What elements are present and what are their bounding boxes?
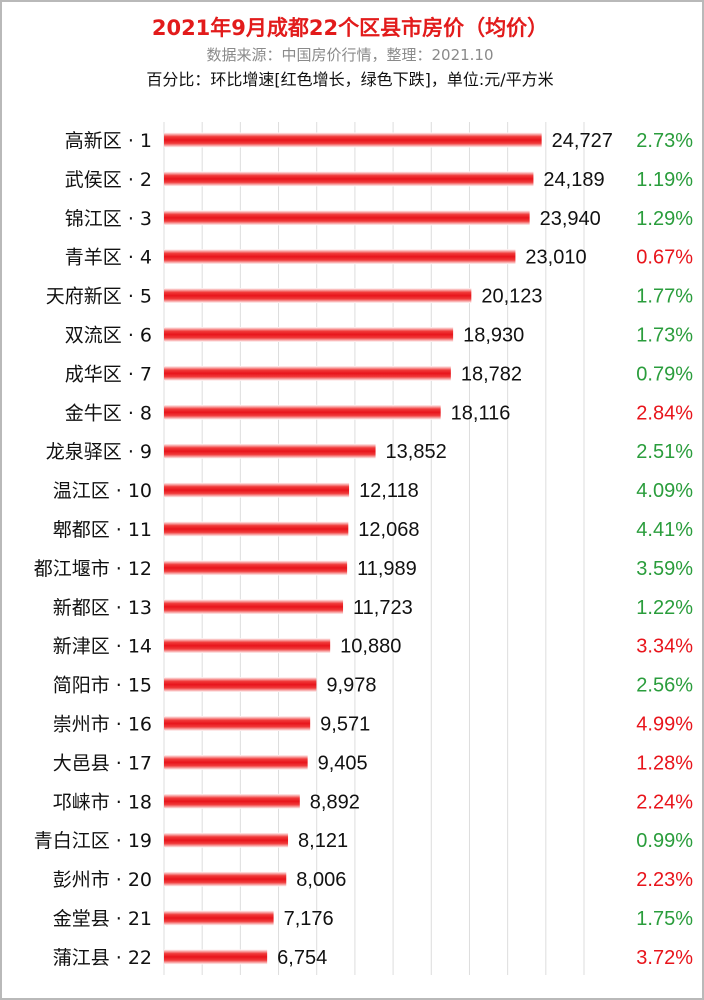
change-label: 4.09%	[636, 480, 693, 502]
change-label: 2.56%	[636, 675, 693, 697]
bar	[164, 404, 441, 420]
bar	[164, 599, 344, 615]
change-label: 1.28%	[636, 752, 693, 774]
bars-group	[164, 132, 542, 965]
bar	[164, 754, 308, 770]
bar	[164, 327, 454, 342]
change-label: 4.99%	[636, 714, 693, 736]
value-label: 20,123	[481, 286, 542, 308]
value-label: 11,723	[353, 597, 413, 619]
category-label: 彭州市 · 20	[53, 869, 152, 891]
category-label: 成华区 · 7	[65, 363, 152, 385]
category-label: 青羊区 · 4	[65, 247, 152, 269]
bar	[164, 171, 534, 187]
category-label: 都江堰市 · 12	[34, 558, 152, 580]
change-label: 1.22%	[636, 597, 693, 619]
bar	[164, 365, 451, 381]
value-label: 18,930	[463, 325, 524, 347]
category-label: 金堂县 · 21	[53, 908, 152, 930]
value-label: 24,189	[543, 169, 604, 191]
bar	[164, 132, 542, 148]
value-label: 18,116	[451, 402, 511, 424]
value-label: 8,006	[296, 869, 346, 891]
bar	[164, 910, 274, 926]
category-label: 简阳市 · 15	[53, 675, 152, 697]
bar	[164, 677, 317, 693]
change-label: 0.79%	[636, 363, 693, 385]
change-label: 2.51%	[636, 441, 693, 463]
value-label: 8,892	[310, 791, 360, 813]
category-label: 邛崃市 · 18	[53, 791, 152, 813]
value-label: 9,978	[326, 675, 376, 697]
category-label: 新都区 · 13	[53, 597, 152, 619]
bar	[164, 288, 472, 304]
value-label: 12,068	[358, 519, 419, 541]
change-label: 2.84%	[636, 402, 693, 424]
bar	[164, 949, 268, 965]
change-label: 3.59%	[636, 558, 693, 580]
category-label: 蒲江县 · 22	[53, 947, 152, 969]
category-label: 高新区 · 1	[65, 130, 152, 152]
bar	[164, 210, 530, 226]
value-label: 18,782	[461, 363, 522, 385]
bar	[164, 560, 348, 576]
category-label: 金牛区 · 8	[65, 402, 152, 424]
value-label: 7,176	[284, 908, 334, 930]
labels-group: 高新区 · 1 24,727 2.73% 武侯区 · 2 24,189 1.19% 锦江区 …	[34, 130, 694, 969]
chart-note: 百分比：环比增速[红色增长，绿色下跌]，单位:元/平方米	[146, 70, 554, 89]
value-label: 12,118	[359, 480, 419, 502]
bar	[164, 871, 287, 887]
change-label: 1.73%	[636, 325, 693, 347]
value-label: 23,940	[540, 208, 601, 230]
category-label: 天府新区 · 5	[46, 286, 152, 308]
value-label: 8,121	[298, 830, 348, 852]
change-label: 1.19%	[636, 169, 693, 191]
change-label: 0.67%	[636, 247, 693, 269]
category-label: 双流区 · 6	[65, 325, 152, 347]
change-label: 4.41%	[636, 519, 693, 541]
category-label: 崇州市 · 16	[53, 714, 152, 736]
change-label: 1.29%	[636, 208, 693, 230]
change-label: 3.72%	[636, 947, 693, 969]
category-label: 大邑县 · 17	[53, 752, 152, 774]
category-label: 锦江区 · 3	[65, 208, 152, 230]
change-label: 3.34%	[636, 636, 693, 658]
value-label: 11,989	[357, 558, 417, 580]
change-label: 1.75%	[636, 908, 693, 930]
category-label: 温江区 · 10	[53, 480, 152, 502]
value-label: 24,727	[552, 130, 613, 152]
value-label: 10,880	[340, 636, 401, 658]
bar	[164, 521, 349, 537]
change-label: 2.73%	[636, 130, 693, 152]
bar	[164, 249, 516, 265]
category-label: 青白江区 · 19	[34, 830, 152, 852]
category-label: 武侯区 · 2	[65, 169, 152, 191]
value-label: 9,405	[318, 752, 368, 774]
change-label: 0.99%	[636, 830, 693, 852]
change-label: 2.24%	[636, 791, 693, 813]
bar	[164, 793, 300, 809]
bar	[164, 716, 311, 731]
value-label: 9,571	[320, 714, 370, 736]
chart-source: 数据来源：中国房价行情，整理：2021.10	[206, 46, 494, 64]
change-label: 1.77%	[636, 286, 693, 308]
category-label: 郫都区 · 11	[53, 519, 152, 541]
bar	[164, 832, 289, 848]
bar	[164, 482, 350, 498]
value-label: 6,754	[277, 947, 327, 969]
change-label: 2.23%	[636, 869, 693, 891]
chart-title: 2021年9月成都22个区县市房价（均价）	[151, 16, 549, 40]
category-label: 龙泉驿区 · 9	[46, 441, 152, 463]
value-label: 23,010	[525, 247, 586, 269]
bar	[164, 443, 376, 459]
category-label: 新津区 · 14	[53, 636, 152, 658]
bar	[164, 638, 331, 654]
value-label: 13,852	[386, 441, 447, 463]
